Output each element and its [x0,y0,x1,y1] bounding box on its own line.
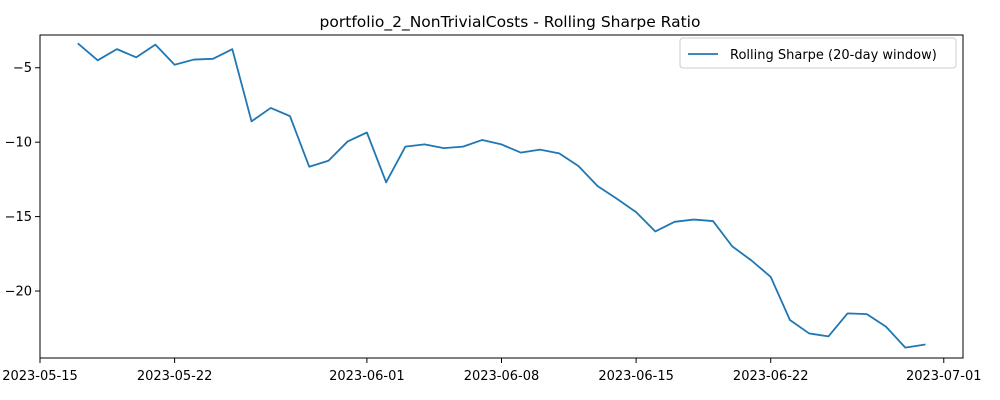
y-tick-label: −10 [5,136,32,151]
axes: 2023-05-15 2023-05-22 2023-06-01 2023-06-08… [2,34,982,384]
y-tick-label: −15 [5,210,32,225]
x-tick-label: 2023-06-15 [598,369,674,384]
legend-frame [679,37,957,69]
y-tick-label: −20 [5,285,32,300]
x-tick-label: 2023-05-22 [137,369,213,384]
x-tick-label: 2023-07-01 [906,369,982,384]
y-tick-label: −5 [13,61,32,76]
x-tick-label: 2023-06-08 [464,369,540,384]
series-line-0 [77,42,926,349]
x-tick-label: 2023-06-01 [329,369,405,384]
axes-frame [39,34,964,359]
x-tick-label: 2023-06-22 [733,369,809,384]
legend-label: Rolling Sharpe (20-day window) [730,48,937,63]
plot-area [77,42,926,349]
legend: Rolling Sharpe (20-day window) [679,37,957,69]
chart-title: portfolio_2_NonTrivialCosts - Rolling Sh… [320,13,701,32]
x-tick-label: 2023-05-15 [2,369,78,384]
